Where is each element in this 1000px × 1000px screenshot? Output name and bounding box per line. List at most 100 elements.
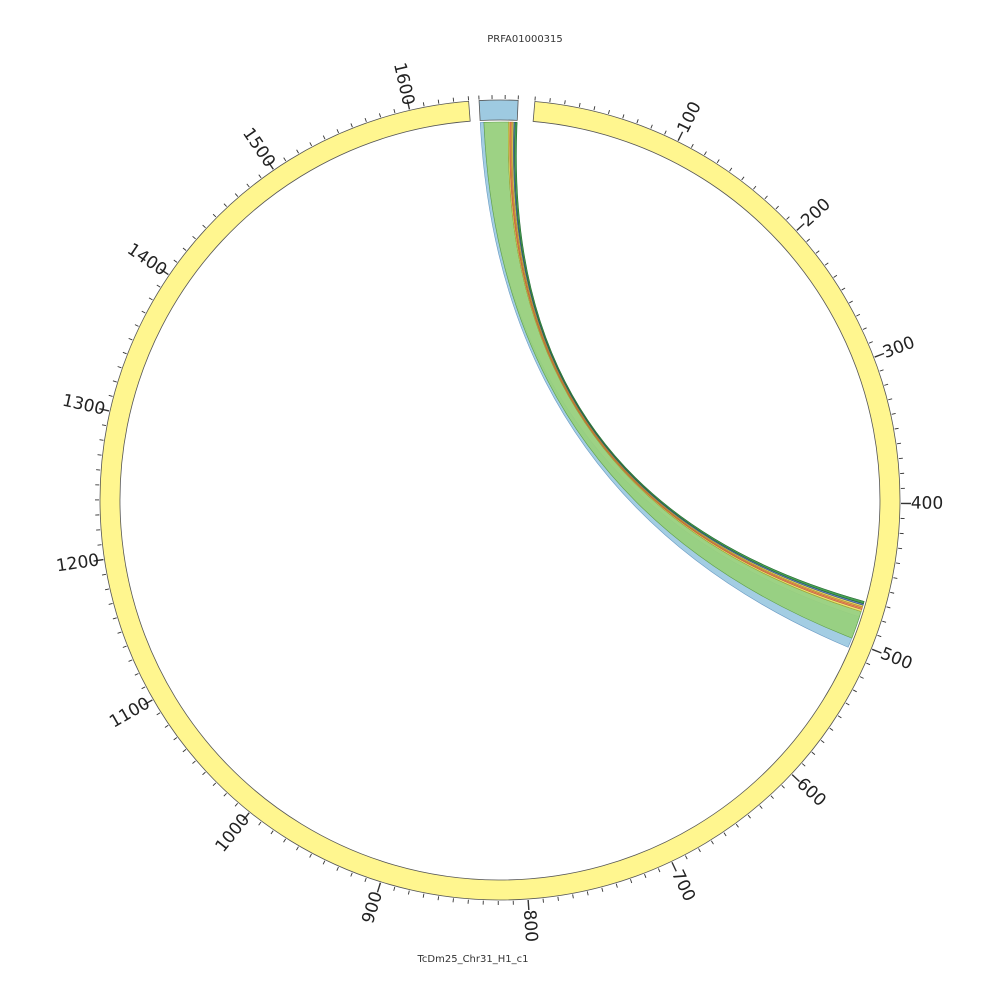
minor-tick: [309, 853, 312, 858]
minor-tick: [586, 891, 589, 896]
tick-label: 100: [674, 98, 706, 136]
minor-tick: [811, 751, 816, 755]
minor-tick: [644, 873, 647, 878]
minor-tick: [156, 712, 161, 716]
major-tick: [874, 352, 885, 358]
minor-tick: [258, 174, 262, 179]
minor-tick: [192, 235, 196, 240]
minor-tick: [716, 159, 720, 164]
minor-tick: [747, 814, 751, 819]
minor-tick: [849, 300, 853, 304]
minor-tick: [134, 673, 139, 676]
minor-tick: [615, 883, 618, 888]
minor-tick: [364, 117, 367, 123]
minor-tick: [322, 860, 326, 865]
minor-tick: [117, 631, 122, 634]
minor-tick: [601, 887, 604, 892]
minor-tick: [837, 715, 842, 719]
minor-tick: [104, 588, 110, 591]
minor-tick: [684, 855, 688, 860]
minor-tick: [141, 310, 146, 314]
minor-tick: [192, 760, 196, 764]
minor-tick: [234, 803, 239, 807]
minor-tick: [770, 795, 774, 799]
link-ribbon-7: [514, 121, 865, 605]
minor-tick: [212, 213, 217, 218]
minor-tick: [322, 135, 326, 140]
minor-tick: [128, 337, 133, 341]
minor-tick: [296, 149, 299, 154]
minor-tick: [593, 106, 596, 111]
minor-tick: [891, 413, 896, 415]
tick-label: 1200: [55, 550, 101, 576]
tick-label: 500: [878, 644, 916, 675]
minor-tick: [894, 427, 899, 430]
minor-tick: [173, 737, 178, 741]
minor-tick: [657, 868, 661, 873]
minor-tick: [753, 185, 757, 190]
tick-label: 1100: [106, 693, 153, 732]
minor-tick: [309, 142, 313, 147]
minor-tick: [393, 109, 396, 114]
minor-tick: [801, 763, 806, 767]
major-tick: [267, 160, 274, 170]
minor-tick: [759, 805, 763, 809]
tick-label: 1600: [389, 61, 418, 108]
minor-tick: [786, 216, 790, 220]
minor-tick: [108, 394, 113, 397]
minor-tick: [806, 238, 811, 242]
minor-tick: [148, 297, 153, 301]
minor-tick: [407, 890, 410, 895]
minor-tick: [437, 896, 440, 901]
minor-tick: [122, 645, 127, 648]
minor-tick: [212, 782, 217, 787]
major-tick: [159, 268, 169, 276]
major-tick: [242, 812, 250, 822]
minor-tick: [283, 838, 287, 843]
minor-tick: [741, 176, 745, 181]
minor-tick: [134, 324, 139, 327]
major-tick: [376, 882, 382, 893]
minor-tick: [101, 573, 107, 576]
tick-label: 900: [358, 889, 387, 926]
major-tick: [671, 861, 677, 872]
tick-label: 1500: [238, 124, 279, 171]
minor-tick: [578, 102, 581, 108]
minor-tick: [698, 848, 701, 853]
minor-tick: [112, 617, 117, 620]
minor-tick: [882, 620, 887, 623]
minor-tick: [650, 124, 653, 129]
major-tick: [677, 131, 684, 142]
tick-label: 1300: [60, 391, 107, 420]
minor-tick: [841, 287, 846, 291]
minor-tick: [845, 702, 850, 706]
tick-label: 1400: [123, 240, 170, 281]
minor-tick: [101, 424, 107, 427]
minor-tick: [896, 442, 902, 445]
minor-tick: [895, 562, 901, 565]
minor-tick: [223, 792, 227, 797]
minor-tick: [182, 247, 187, 251]
minor-tick: [630, 879, 633, 884]
minor-tick: [890, 591, 895, 594]
ideogram-prfa01000315: [478, 99, 519, 121]
minor-tick: [859, 676, 864, 679]
minor-tick: [378, 113, 382, 118]
contig-label-tcdm25-chr31: TcDm25_Chr31_H1_c1: [417, 954, 529, 965]
minor-tick: [781, 785, 785, 789]
minor-tick: [868, 341, 873, 344]
minor-tick: [117, 366, 122, 369]
minor-tick: [422, 893, 425, 898]
link-ribbon-0: [479, 122, 860, 648]
major-tick: [796, 223, 805, 231]
minor-tick: [879, 369, 884, 372]
minor-tick: [141, 686, 146, 690]
minor-tick: [729, 167, 733, 172]
minor-tick: [636, 119, 639, 124]
minor-tick: [246, 183, 250, 188]
minor-tick: [815, 250, 820, 254]
minor-tick: [824, 262, 829, 266]
minor-tick: [852, 689, 857, 693]
minor-tick: [866, 662, 871, 666]
minor-tick: [775, 205, 779, 210]
